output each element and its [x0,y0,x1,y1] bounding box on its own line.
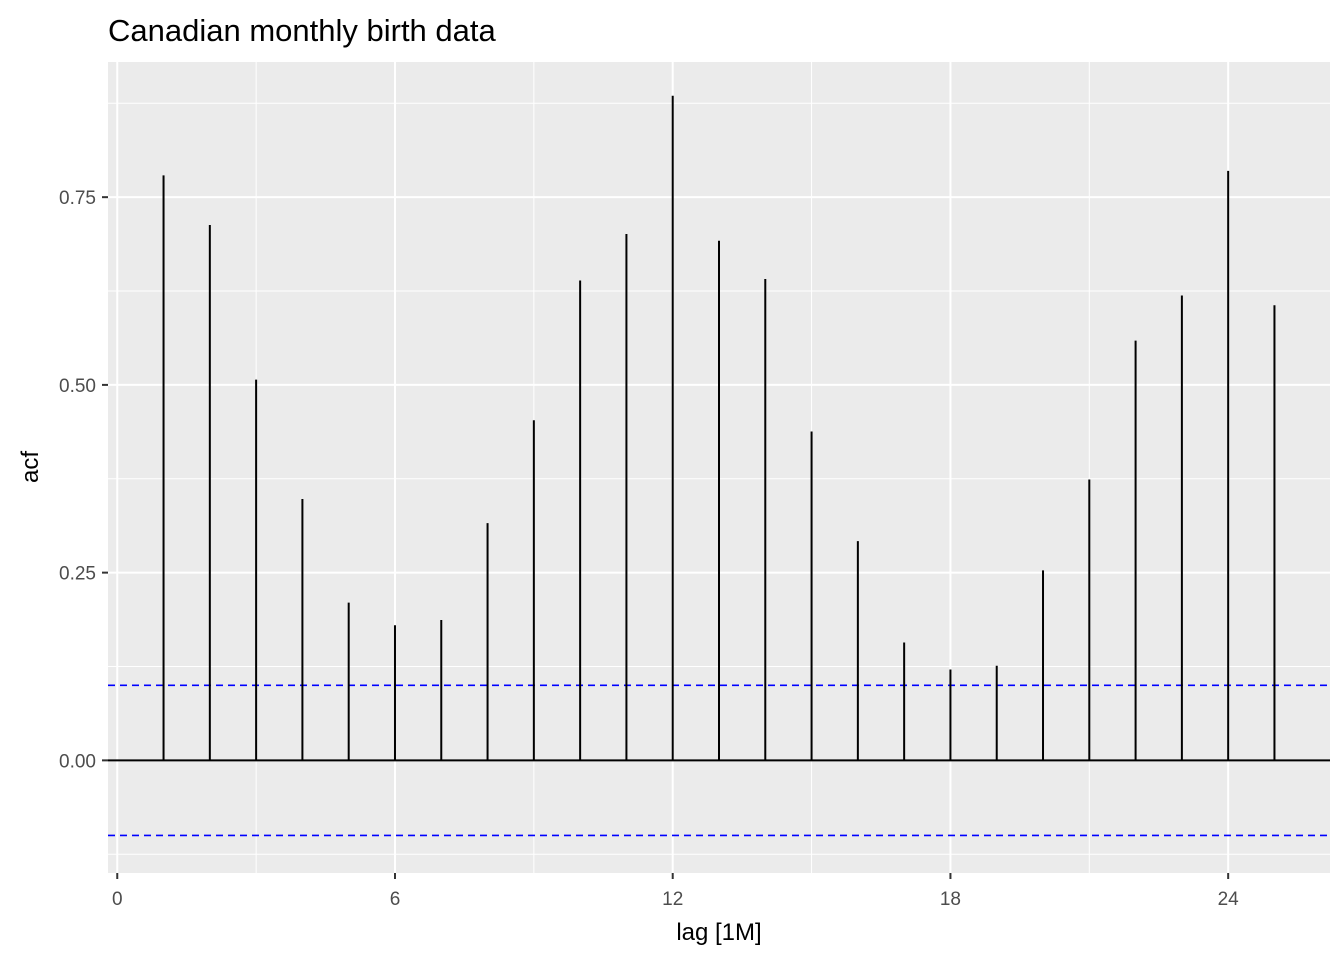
x-tick-label: 24 [1218,889,1240,910]
x-tick-label: 18 [940,889,961,910]
y-tick-label: 0.50 [59,376,96,397]
y-axis-title: acf [17,451,44,483]
x-tick-label: 12 [662,889,683,910]
chart-title: Canadian monthly birth data [108,13,497,48]
y-tick-label: 0.00 [59,751,96,772]
acf-bars [162,95,1276,761]
x-tick-label: 0 [112,889,123,910]
y-axis: 0.00 0.25 0.50 0.75 [59,188,108,772]
x-axis-title: lag [1M] [676,919,761,946]
y-tick-label: 0.75 [59,188,96,209]
y-tick-label: 0.25 [59,564,96,585]
x-tick-label: 6 [390,889,401,910]
x-axis: 0 6 12 18 24 [112,873,1239,910]
